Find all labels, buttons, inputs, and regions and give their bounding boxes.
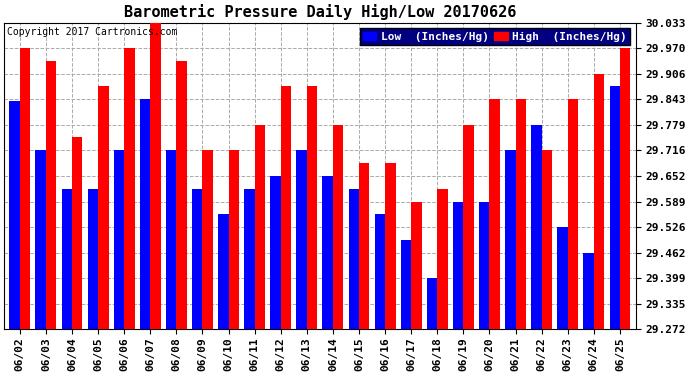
Title: Barometric Pressure Daily High/Low 20170626: Barometric Pressure Daily High/Low 20170… (124, 4, 516, 20)
Bar (46, 61, 57, 330)
Bar (427, 278, 437, 330)
Bar (542, 150, 552, 330)
Bar (281, 86, 291, 330)
Bar (464, 125, 474, 330)
Bar (401, 240, 411, 330)
Bar (620, 48, 631, 330)
Bar (453, 202, 464, 330)
Bar (218, 214, 228, 330)
Bar (10, 100, 20, 330)
Bar (98, 86, 108, 330)
Bar (297, 150, 307, 330)
Bar (244, 189, 255, 330)
Bar (489, 99, 500, 330)
Bar (114, 150, 124, 330)
Bar (609, 86, 620, 330)
Bar (348, 189, 359, 330)
Bar (385, 164, 395, 330)
Bar (72, 137, 82, 330)
Bar (177, 61, 187, 330)
Bar (322, 176, 333, 330)
Bar (166, 150, 177, 330)
Bar (150, 23, 161, 330)
Bar (505, 150, 515, 330)
Bar (307, 86, 317, 330)
Bar (479, 202, 489, 330)
Bar (20, 48, 30, 330)
Bar (515, 99, 526, 330)
Bar (88, 189, 98, 330)
Legend: Low  (Inches/Hg), High  (Inches/Hg): Low (Inches/Hg), High (Inches/Hg) (359, 28, 630, 45)
Bar (140, 99, 150, 330)
Bar (375, 214, 385, 330)
Bar (359, 164, 369, 330)
Bar (594, 74, 604, 330)
Bar (61, 189, 72, 330)
Bar (411, 202, 422, 330)
Bar (584, 253, 594, 330)
Bar (192, 189, 202, 330)
Bar (124, 48, 135, 330)
Bar (202, 150, 213, 330)
Bar (333, 125, 344, 330)
Text: Copyright 2017 Cartronics.com: Copyright 2017 Cartronics.com (8, 27, 178, 38)
Bar (558, 227, 568, 330)
Bar (255, 125, 265, 330)
Bar (531, 125, 542, 330)
Bar (35, 150, 46, 330)
Bar (568, 99, 578, 330)
Bar (437, 189, 448, 330)
Bar (270, 176, 281, 330)
Bar (228, 150, 239, 330)
